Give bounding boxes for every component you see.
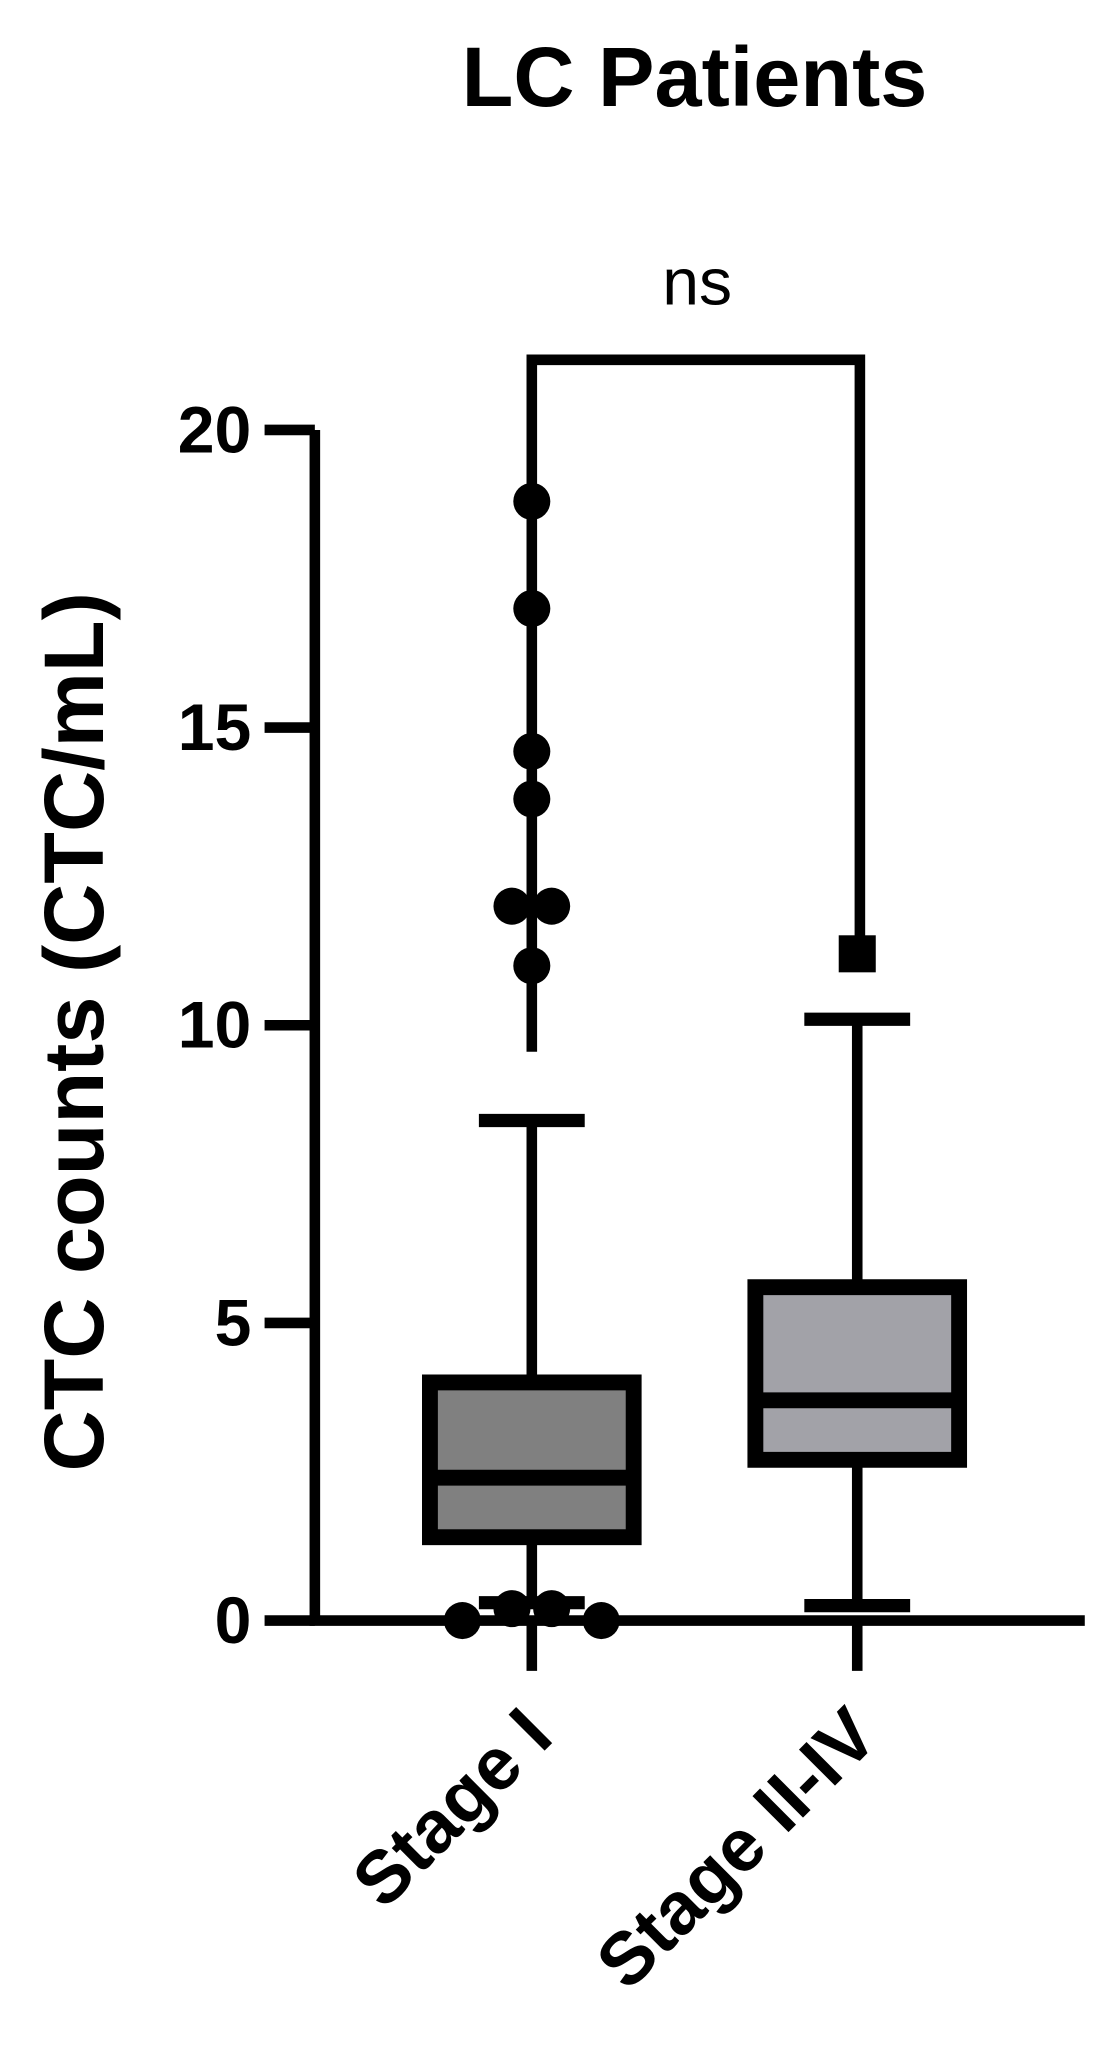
outlier <box>582 1602 620 1640</box>
outlier <box>513 482 551 520</box>
outlier <box>533 1590 571 1628</box>
outlier <box>513 780 551 818</box>
box <box>747 1279 968 1468</box>
y-tick-label: 10 <box>178 989 252 1063</box>
outlier <box>493 1590 531 1628</box>
outlier <box>533 887 571 925</box>
outlier <box>493 887 531 925</box>
plot: LC Patients CTC counts (CTC/mL) ns 0 5 10 1… <box>26 29 1085 2004</box>
significance-bracket <box>526 354 866 1052</box>
y-axis-title: CTC counts (CTC/mL) <box>26 592 121 1471</box>
outlier <box>838 935 876 973</box>
outlier <box>513 947 551 985</box>
x-tick-label: Stage II-IV <box>580 1692 892 2004</box>
chart-title: LC Patients <box>462 29 928 124</box>
outlier <box>443 1602 481 1640</box>
y-tick-label: 5 <box>215 1286 252 1360</box>
significance-label: ns <box>662 245 732 319</box>
outlier <box>513 732 551 770</box>
x-tick-label: Stage I <box>336 1692 566 1922</box>
outlier <box>513 590 551 628</box>
y-tick-label: 0 <box>215 1584 252 1658</box>
y-tick-label: 20 <box>178 393 252 467</box>
y-tick-label: 15 <box>178 691 252 765</box>
box <box>422 1374 642 1546</box>
